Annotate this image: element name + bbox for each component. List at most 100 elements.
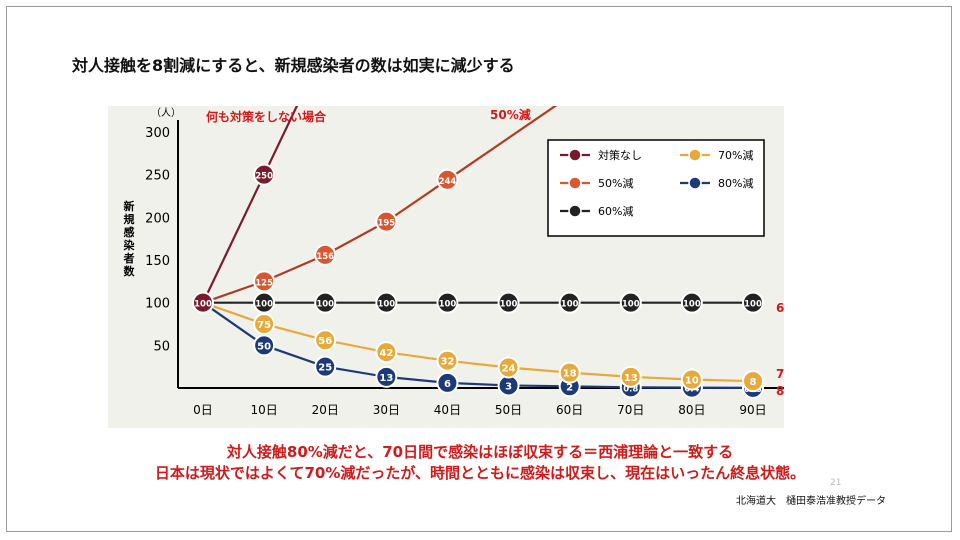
data-label: 13 (624, 373, 638, 384)
data-label: 100 (194, 300, 212, 310)
data-label: 100 (683, 300, 701, 310)
data-point (558, 361, 581, 384)
x-tick-label: 90日 (739, 403, 766, 417)
data-label: 100 (255, 300, 273, 310)
data-label: 13 (379, 373, 393, 384)
legend-marker (568, 204, 582, 218)
data-point (314, 329, 337, 352)
data-point (436, 168, 459, 191)
x-tick-label: 60日 (556, 403, 583, 417)
legend-label: 50%減 (598, 176, 633, 190)
legend-label: 対策なし (598, 148, 642, 162)
data-label: 100 (439, 300, 457, 310)
data-source: 北海道大 樋田泰浩准教授データ (736, 496, 886, 507)
data-label: 250 (255, 172, 273, 182)
data-label: 50 (257, 341, 271, 352)
data-point (497, 356, 520, 379)
data-label: 56 (318, 336, 332, 347)
legend-marker (688, 176, 702, 190)
legend-marker (688, 148, 702, 162)
annotation-80%減: 80%減 (776, 383, 784, 398)
data-label: 100 (500, 300, 518, 310)
data-point (680, 291, 703, 314)
data-label: 32 (440, 357, 454, 368)
y-axis-label-char: 新 (124, 199, 135, 213)
data-label: 0.8 (623, 384, 638, 394)
legend: 対策なし 70%減 50%減 80%減 60%減 (547, 139, 765, 237)
series-60%減: 100 100 100 100 100 100 100 100 100 100 (192, 291, 764, 314)
data-label: 24 (502, 364, 516, 375)
legend-marker (568, 176, 582, 190)
legend-label: 60%減 (598, 204, 633, 218)
legend-label: 70%減 (718, 148, 753, 162)
slide-headline: 対人接触を8割減にすると、新規感染者の数は如実に減少する (72, 56, 515, 75)
data-point (253, 270, 276, 293)
data-point (253, 334, 276, 357)
x-tick-label: 10日 (250, 403, 277, 417)
legend-marker (568, 148, 582, 162)
page-number: 21 (830, 478, 842, 488)
data-point (436, 371, 459, 394)
data-label: 156 (316, 252, 334, 262)
y-axis-label-char: 数 (124, 264, 136, 278)
data-label: 3 (505, 381, 512, 392)
data-label: 125 (255, 278, 273, 288)
data-label: 100 (561, 300, 579, 310)
data-label: 100 (744, 300, 762, 310)
x-tick-label: 30日 (373, 403, 400, 417)
conclusion-line-2: 日本は現状ではよくて70%減だったが、時間とともに感染は収束し、現在はいったん終… (154, 464, 806, 482)
annotation-対策なし: 何も対策をしない場合 (206, 109, 327, 124)
data-point (497, 291, 520, 314)
data-point (314, 243, 337, 266)
top-mask (108, 98, 784, 106)
data-point (680, 368, 703, 391)
y-unit-label: （人） (151, 107, 181, 119)
y-tick-label: 100 (145, 297, 170, 312)
data-point (375, 210, 398, 233)
data-label: 100 (377, 300, 395, 310)
y-tick-label: 150 (145, 254, 170, 269)
data-point (192, 291, 214, 314)
x-tick-label: 70日 (617, 403, 644, 417)
data-label: 195 (377, 219, 395, 229)
y-axis-label-char: 規 (124, 212, 135, 226)
data-point (742, 370, 764, 393)
data-point (314, 291, 337, 314)
annotation-50%減: 50%減 (490, 107, 531, 122)
data-label: 100 (316, 300, 334, 310)
annotation-60%減: 60%減 (776, 300, 784, 315)
data-point (375, 341, 398, 364)
series-70%減: 10075564232241813108 (192, 291, 764, 393)
y-tick-label: 50 (153, 339, 170, 354)
x-tick-label: 80日 (678, 403, 705, 417)
series-line (202, 301, 754, 389)
series-line (202, 98, 568, 304)
y-axis-label-char: 感 (124, 225, 135, 239)
x-tick-label: 0日 (193, 403, 213, 417)
data-label: 18 (563, 369, 577, 380)
data-point (436, 349, 459, 372)
x-tick-label: 20日 (312, 403, 339, 417)
legend-label: 80%減 (718, 176, 753, 190)
x-tick-label: 40日 (434, 403, 461, 417)
y-tick-label: 250 (145, 169, 170, 184)
y-axis-label-char: 者 (123, 251, 135, 265)
data-label: 2 (566, 382, 573, 393)
data-point (253, 163, 276, 186)
data-point (558, 291, 581, 314)
data-label: 100 (622, 300, 640, 310)
data-label: 10 (685, 375, 699, 386)
data-point (375, 291, 398, 314)
data-point (253, 313, 276, 335)
data-label: 8 (750, 377, 757, 388)
data-point (375, 365, 398, 388)
annotation-70%減: 70%減 (776, 366, 784, 381)
x-tick-label: 50日 (495, 403, 522, 417)
series-対策なし: 100 250 (192, 98, 302, 314)
y-axis-label-char: 染 (124, 238, 136, 252)
data-point (619, 291, 642, 314)
data-label: 244 (439, 177, 457, 187)
series-line (202, 301, 754, 383)
